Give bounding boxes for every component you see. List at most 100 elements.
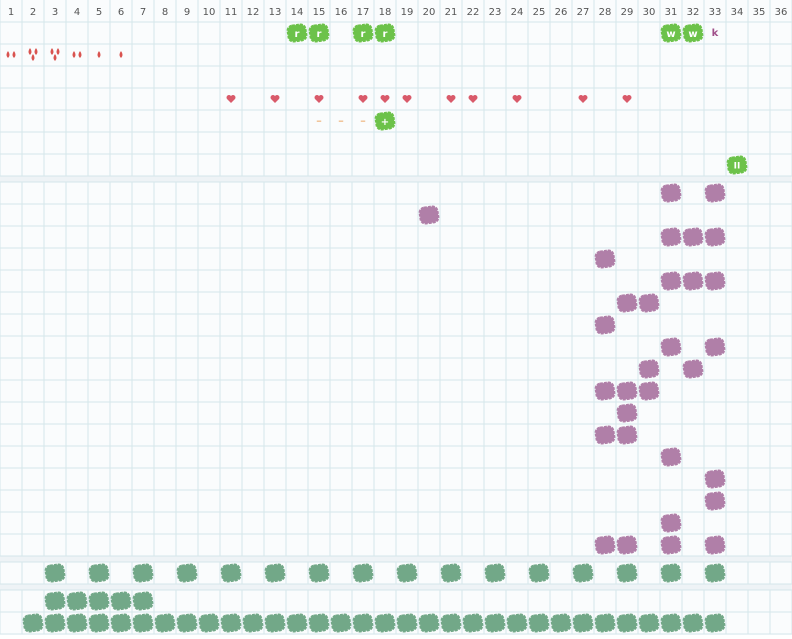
purple-blob bbox=[594, 535, 616, 555]
purple-blob bbox=[616, 425, 638, 445]
letter-blob bbox=[352, 23, 374, 43]
column-number: 11 bbox=[225, 7, 238, 18]
letter-blob bbox=[286, 23, 308, 43]
green-blob bbox=[682, 613, 704, 633]
heart bbox=[270, 95, 280, 103]
green-blob bbox=[572, 563, 594, 583]
purple-blob bbox=[660, 447, 682, 467]
drop bbox=[97, 51, 101, 58]
green-blob bbox=[154, 613, 176, 633]
band bbox=[0, 584, 792, 590]
column-number: 26 bbox=[555, 7, 568, 18]
heart bbox=[512, 95, 522, 103]
column-number: 5 bbox=[96, 7, 102, 18]
blob-letter: r bbox=[295, 29, 300, 40]
purple-blob bbox=[660, 271, 682, 291]
purple-blob bbox=[638, 293, 660, 313]
blob-letter: w bbox=[666, 29, 675, 40]
column-number: 1 bbox=[8, 7, 14, 18]
green-blob bbox=[220, 563, 242, 583]
column-number: 4 bbox=[74, 7, 80, 18]
green-blob bbox=[66, 613, 88, 633]
letter: k bbox=[712, 28, 719, 39]
blob-letter: + bbox=[381, 117, 389, 128]
purple-blob bbox=[660, 337, 682, 357]
blob-letter: r bbox=[317, 29, 322, 40]
drops bbox=[97, 51, 101, 58]
green-blob bbox=[440, 613, 462, 633]
drop bbox=[28, 48, 32, 55]
green-blob bbox=[396, 563, 418, 583]
heart bbox=[226, 95, 236, 103]
purple-blob bbox=[704, 183, 726, 203]
purple-blob bbox=[594, 381, 616, 401]
green-blob bbox=[88, 563, 110, 583]
green-blob bbox=[484, 563, 506, 583]
green-blob bbox=[704, 563, 726, 583]
green-blob bbox=[440, 563, 462, 583]
column-number: 15 bbox=[313, 7, 326, 18]
green-blob bbox=[462, 613, 484, 633]
blob-letter: r bbox=[361, 29, 366, 40]
dash: – bbox=[360, 114, 366, 127]
column-number: 22 bbox=[467, 7, 480, 18]
letter-blob bbox=[682, 23, 704, 43]
purple-blob bbox=[704, 227, 726, 247]
band bbox=[0, 176, 792, 182]
column-number: 27 bbox=[577, 7, 590, 18]
column-number: 31 bbox=[665, 7, 678, 18]
heart bbox=[446, 95, 456, 103]
column-number: 29 bbox=[621, 7, 634, 18]
purple-blob bbox=[682, 227, 704, 247]
green-blob bbox=[242, 613, 264, 633]
green-blob bbox=[506, 613, 528, 633]
drop bbox=[72, 51, 76, 58]
green-blob bbox=[44, 563, 66, 583]
purple-blob bbox=[682, 271, 704, 291]
green-blob bbox=[132, 563, 154, 583]
letter-blob bbox=[308, 23, 330, 43]
drops bbox=[6, 51, 16, 58]
heart bbox=[380, 95, 390, 103]
drop bbox=[53, 54, 57, 61]
plus-blob bbox=[374, 111, 396, 131]
purple-blob bbox=[594, 249, 616, 269]
column-number: 28 bbox=[599, 7, 612, 18]
green-blob bbox=[286, 613, 308, 633]
purple-blob bbox=[616, 381, 638, 401]
drop bbox=[119, 51, 123, 58]
purple-blob bbox=[616, 403, 638, 423]
green-blob bbox=[374, 613, 396, 633]
column-number: 2 bbox=[30, 7, 36, 18]
column-number: 36 bbox=[775, 7, 788, 18]
column-number: 9 bbox=[184, 7, 190, 18]
column-number: 8 bbox=[162, 7, 168, 18]
column-number: 14 bbox=[291, 7, 304, 18]
green-blob bbox=[528, 613, 550, 633]
green-blob bbox=[176, 563, 198, 583]
green-blob bbox=[308, 563, 330, 583]
column-number: 12 bbox=[247, 7, 260, 18]
column-number: 24 bbox=[511, 7, 524, 18]
heart bbox=[314, 95, 324, 103]
green-blob bbox=[44, 591, 66, 611]
pause-blob bbox=[726, 155, 748, 175]
heart bbox=[358, 95, 368, 103]
green-blob bbox=[44, 613, 66, 633]
green-blob bbox=[264, 613, 286, 633]
purple-blob bbox=[704, 271, 726, 291]
drops bbox=[72, 51, 82, 58]
green-blob bbox=[330, 613, 352, 633]
green-blob bbox=[616, 613, 638, 633]
column-number: 7 bbox=[140, 7, 146, 18]
dash: – bbox=[316, 114, 322, 127]
drops bbox=[119, 51, 123, 58]
green-blob bbox=[352, 563, 374, 583]
dash: – bbox=[338, 114, 344, 127]
purple-blob bbox=[616, 293, 638, 313]
green-blob bbox=[66, 591, 88, 611]
green-blob bbox=[550, 613, 572, 633]
drop bbox=[31, 54, 35, 61]
purple-blob bbox=[704, 535, 726, 555]
green-blob bbox=[198, 613, 220, 633]
